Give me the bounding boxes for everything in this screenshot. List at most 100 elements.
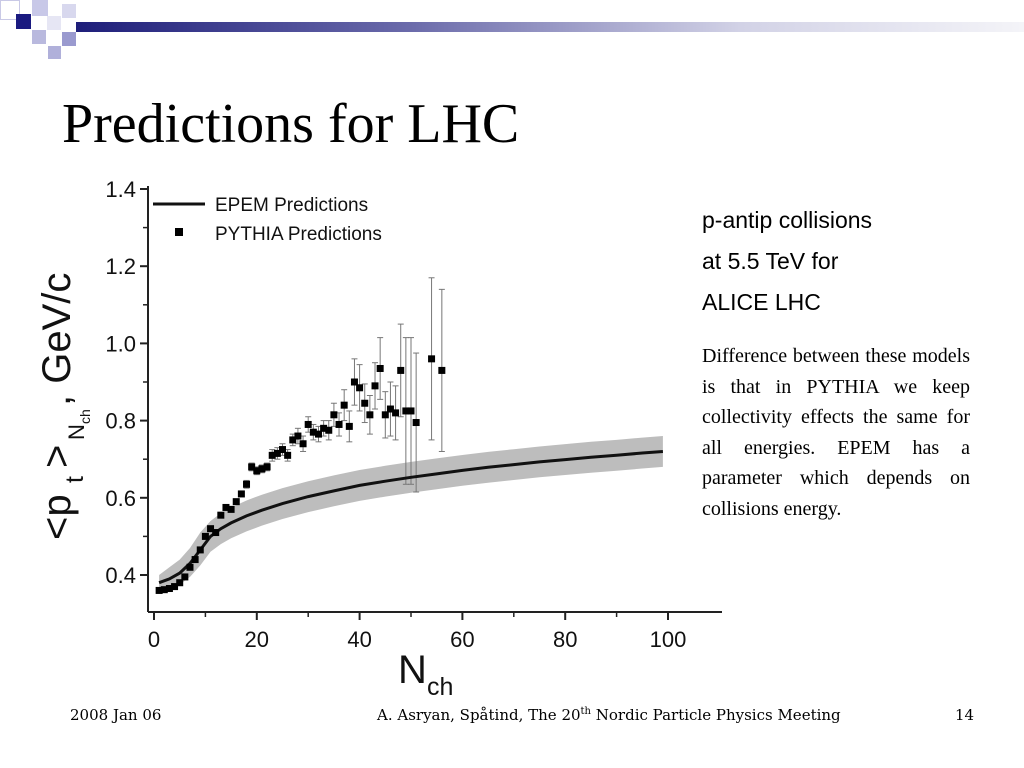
y-axis-label-close: > — [35, 445, 79, 468]
pythia-data-point — [407, 407, 415, 415]
deco-square — [32, 30, 46, 44]
deco-square — [62, 32, 76, 46]
pythia-data-point — [232, 498, 240, 506]
x-tick-label: 100 — [650, 627, 687, 652]
y-tick-label: 1.2 — [105, 254, 136, 279]
pythia-data-point — [155, 586, 163, 594]
pythia-data-point — [299, 440, 307, 448]
pythia-data-point — [258, 465, 266, 473]
x-tick-label: 20 — [245, 627, 269, 652]
footer-meeting-prefix: A. Asryan, Spåtind, The 20 — [377, 706, 581, 724]
y-axis-label-sub-ch: ch — [77, 409, 93, 424]
pythia-data-point — [176, 579, 184, 587]
pythia-data-point — [366, 411, 374, 419]
pythia-data-point — [196, 546, 204, 554]
y-axis-label-main: <p — [35, 494, 79, 540]
pythia-data-point — [160, 586, 168, 594]
y-tick-label: 1.4 — [105, 177, 136, 202]
deco-square — [0, 0, 20, 20]
pythia-data-point — [371, 382, 379, 390]
pythia-data-point — [392, 409, 400, 417]
pythia-data-point — [356, 384, 364, 392]
footer-meeting: A. Asryan, Spåtind, The 20th Nordic Part… — [377, 706, 841, 724]
pythia-data-point — [243, 480, 251, 488]
pythia-data-point — [402, 407, 410, 415]
pythia-data-point — [212, 529, 220, 537]
pythia-data-point — [171, 583, 179, 591]
pythia-data-point — [237, 490, 245, 498]
footer-meeting-suffix: Nordic Particle Physics Meeting — [591, 706, 841, 724]
pythia-data-point — [201, 532, 209, 540]
collision-description: p-antip collisions at 5.5 TeV for ALICE … — [702, 200, 872, 323]
y-tick-label: 1.0 — [105, 331, 136, 356]
pythia-data-point — [397, 366, 405, 374]
pythia-data-point — [412, 419, 420, 427]
side-heading-line: ALICE LHC — [702, 289, 821, 315]
x-tick-label: 80 — [553, 627, 577, 652]
pythia-data-point — [294, 432, 302, 440]
corner-decoration — [0, 0, 120, 66]
pythia-data-point — [438, 366, 446, 374]
legend-pythia-label: PYTHIA Predictions — [215, 224, 382, 245]
pythia-data-point — [314, 430, 322, 438]
pythia-data-point — [350, 378, 358, 386]
pythia-data-point — [325, 426, 333, 434]
side-heading-line: at 5.5 TeV for — [702, 248, 839, 274]
pythia-data-point — [345, 422, 353, 430]
pythia-data-point — [330, 411, 338, 419]
y-tick-label: 0.6 — [105, 486, 136, 511]
model-difference-text: Difference between these models is that … — [702, 345, 970, 520]
y-tick-label: 0.8 — [105, 409, 136, 434]
deco-square — [48, 46, 61, 59]
pythia-data-point — [289, 436, 297, 444]
x-tick-label: 40 — [347, 627, 371, 652]
legend-epem-label: EPEM Predictions — [215, 195, 368, 216]
pythia-data-point — [304, 420, 312, 428]
deco-square — [16, 14, 31, 29]
pythia-data-point — [273, 449, 281, 457]
footer-page-number: 14 — [955, 706, 975, 724]
pythia-data-point — [279, 446, 286, 454]
y-tick-label: 0.4 — [105, 563, 136, 588]
pythia-data-point — [320, 424, 328, 432]
pythia-data-point — [227, 505, 235, 513]
pythia-data-point — [222, 503, 230, 511]
pythia-data-point — [309, 428, 317, 436]
pythia-data-point — [381, 411, 389, 419]
pythia-data-point — [186, 563, 194, 571]
x-tick-label: 0 — [148, 627, 160, 652]
x-axis-label-subscript: ch — [427, 673, 453, 701]
pythia-data-point — [207, 525, 215, 533]
pythia-data-point — [268, 451, 276, 459]
deco-square — [32, 0, 48, 16]
pythia-data-point — [253, 467, 261, 475]
page-title: Predictions for LHC — [62, 93, 520, 155]
epem-uncertainty-band — [159, 436, 663, 591]
pythia-data-point — [181, 573, 189, 581]
side-heading-line: p-antip collisions — [702, 207, 873, 233]
pythia-data-point — [361, 399, 369, 407]
pythia-data-point — [386, 405, 394, 413]
x-axis-label: N — [398, 648, 427, 692]
header-gradient-bar — [76, 22, 1024, 32]
pythia-data-point — [335, 420, 343, 428]
pythia-data-point — [217, 511, 225, 519]
y-axis-label-unit: , GeV/c — [35, 273, 79, 406]
y-axis-label-sub-n: N — [64, 424, 89, 440]
pythia-data-point — [263, 463, 271, 471]
pythia-data-point — [191, 556, 199, 564]
y-axis-label: <p t > Nch , GeV/c — [35, 273, 93, 540]
pythia-data-point — [284, 451, 292, 459]
y-axis-label-sub-t: t — [61, 476, 89, 483]
footer-date: 2008 Jan 06 — [70, 706, 162, 724]
pythia-data-point — [340, 401, 348, 409]
pythia-data-point — [165, 585, 173, 593]
legend-pythia-swatch — [175, 228, 183, 236]
footer-meeting-sup: th — [580, 706, 591, 717]
pythia-data-point — [428, 355, 436, 363]
deco-square — [47, 16, 61, 30]
pythia-data-point — [248, 463, 256, 471]
x-tick-label: 60 — [450, 627, 474, 652]
pythia-data-point — [376, 364, 384, 372]
